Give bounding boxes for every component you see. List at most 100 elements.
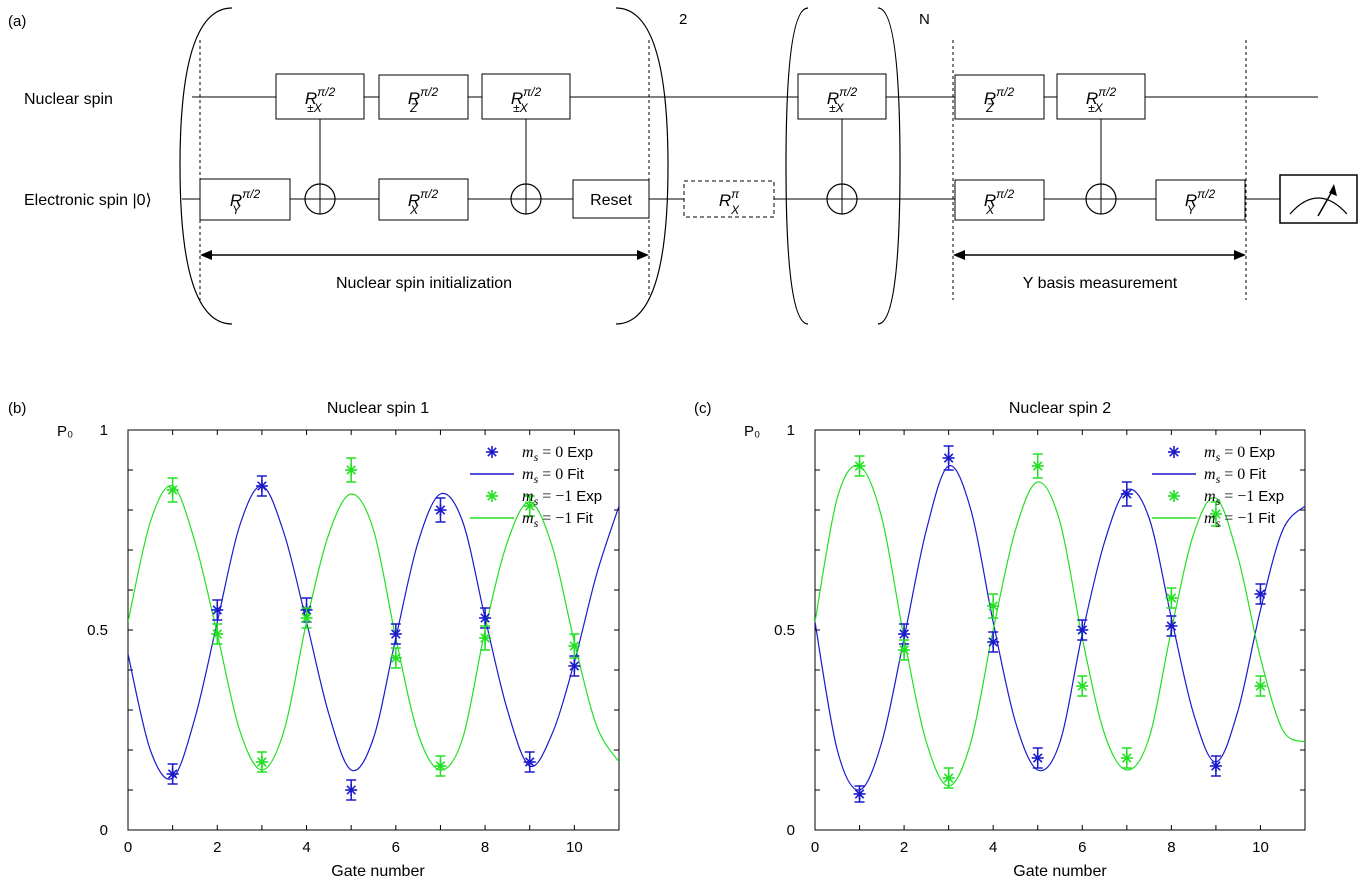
data-point [479,612,492,624]
data-point [1209,760,1222,772]
data-point [345,784,358,796]
svg-text:Rπ/2±X: Rπ/2 ±X [305,85,336,115]
x-axis-label: Gate number [331,863,425,880]
chart-panel-c: (c) Nuclear spin 2 P₀ Gate number 0 2 4 6 8 1… [694,400,1306,880]
svg-text:Rπ/2±X: Rπ/2 ±X [1086,85,1117,115]
data-point [523,500,536,512]
data-point [255,480,268,492]
data-point [389,628,402,640]
data-point [942,452,955,464]
measurement-meter-icon [1279,174,1358,224]
y-tick-label: 0 [100,822,108,839]
data-point [211,628,224,640]
x-tick-label: 10 [566,839,583,856]
gate-r-pm-x-half: Rπ/2 ±X [1056,73,1146,120]
data-point [211,604,224,616]
repeat-count-2: 2 [679,11,687,28]
x-tick-label: 2 [213,839,221,856]
legend-marker [486,446,498,458]
fit-line [128,485,619,780]
x-axis-label: Gate number [1013,863,1107,880]
data-point [1165,592,1178,604]
y-tick-label: 1 [100,422,108,439]
cnot-target-icon [304,183,336,215]
initialization-label: Nuclear spin initialization [336,275,512,292]
plot-area: 0 2 4 6 8 10 0 0.5 1 [87,422,620,856]
data-point [166,768,179,780]
y-tick-label: 0.5 [87,622,108,639]
gate-r-y-half: Rπ/2 Y [199,178,291,221]
cnot-target-icon [1085,183,1117,215]
data-point [1076,624,1089,636]
gate-r-x-pi-dashed: Rπ X [683,180,775,218]
data-point [345,464,358,476]
data-point [898,628,911,640]
x-tick-label: 6 [392,839,400,856]
electronic-spin-label: Electronic spin |0⟩ [24,192,152,209]
svg-text:Rπ/2X: Rπ/2 X [408,187,439,217]
chart-title: Nuclear spin 1 [327,400,429,417]
data-point [1254,588,1267,600]
x-tick-label: 10 [1252,839,1269,856]
cnot-target-icon [510,183,542,215]
gate-r-z-half: Rπ/2 Z [378,74,469,120]
data-point [1031,752,1044,764]
svg-text:Rπ/2Z: Rπ/2 Z [408,85,439,115]
legend-label: ms = 0 Exp [522,444,593,464]
x-tick-label: 2 [900,839,908,856]
right-parenthesis-n [877,7,901,325]
data-point [987,636,1000,648]
plot-area: 0 2 4 6 8 10 0 0.5 1 [774,422,1306,856]
data-point [1076,680,1089,692]
data-point [166,484,179,496]
data-point [434,760,447,772]
legend-label: ms = −1 Exp [1204,488,1284,508]
circuit-panel: (a) Nuclear spin Electronic spin |0⟩ 2 N [8,7,1358,325]
svg-text:Rπ/2±X: Rπ/2 ±X [511,85,542,115]
data-point [1254,680,1267,692]
data-point [853,460,866,472]
legend-marker [1168,446,1180,458]
measurement-arrow [953,250,1246,260]
data-point [1165,620,1178,632]
chart-panel-b: (b) Nuclear spin 1 P₀ Gate number 0 2 4 6 8 1… [8,400,620,880]
data-point [1209,508,1222,520]
legend-label: ms = 0 Fit [1204,466,1267,486]
gate-r-pm-x-half: Rπ/2 ±X [797,73,887,120]
x-tick-label: 0 [124,839,132,856]
y-tick-label: 1 [787,422,795,439]
x-tick-label: 4 [989,839,997,856]
x-tick-label: 0 [811,839,819,856]
gate-r-pm-x-half: Rπ/2 ±X [275,73,365,120]
y-tick-label: 0 [787,822,795,839]
data-point [1120,488,1133,500]
right-parenthesis-init [615,7,669,325]
data-point [942,772,955,784]
x-tick-label: 6 [1078,839,1086,856]
gate-r-x-half: Rπ/2 X [954,179,1045,221]
gate-r-y-half: Rπ/2 Y [1155,179,1246,221]
data-point [479,632,492,644]
x-tick-label: 8 [481,839,489,856]
gate-r-pm-x-half: Rπ/2 ±X [481,73,571,120]
legend-marker [1168,490,1180,502]
gate-r-x-half: Rπ/2 X [378,178,469,221]
left-parenthesis-init [179,7,233,325]
svg-text:Rπ/2Y: Rπ/2 Y [1185,187,1216,217]
repeat-count-n: N [919,11,930,28]
gate-r-z-half: Rπ/2 Z [954,74,1045,120]
legend-label: ms = −1 Fit [1204,510,1276,530]
data-point [255,756,268,768]
nuclear-spin-label: Nuclear spin [24,91,113,108]
reset-label: Reset [590,192,632,209]
x-tick-label: 8 [1167,839,1175,856]
data-point [987,600,1000,612]
y-axis-label: P₀ [744,423,760,440]
initialization-arrow [200,250,649,260]
data-point [300,612,313,624]
fit-line [815,465,1305,791]
y-axis-label: P₀ [57,423,73,440]
legend-label: ms = −1 Fit [522,510,594,530]
